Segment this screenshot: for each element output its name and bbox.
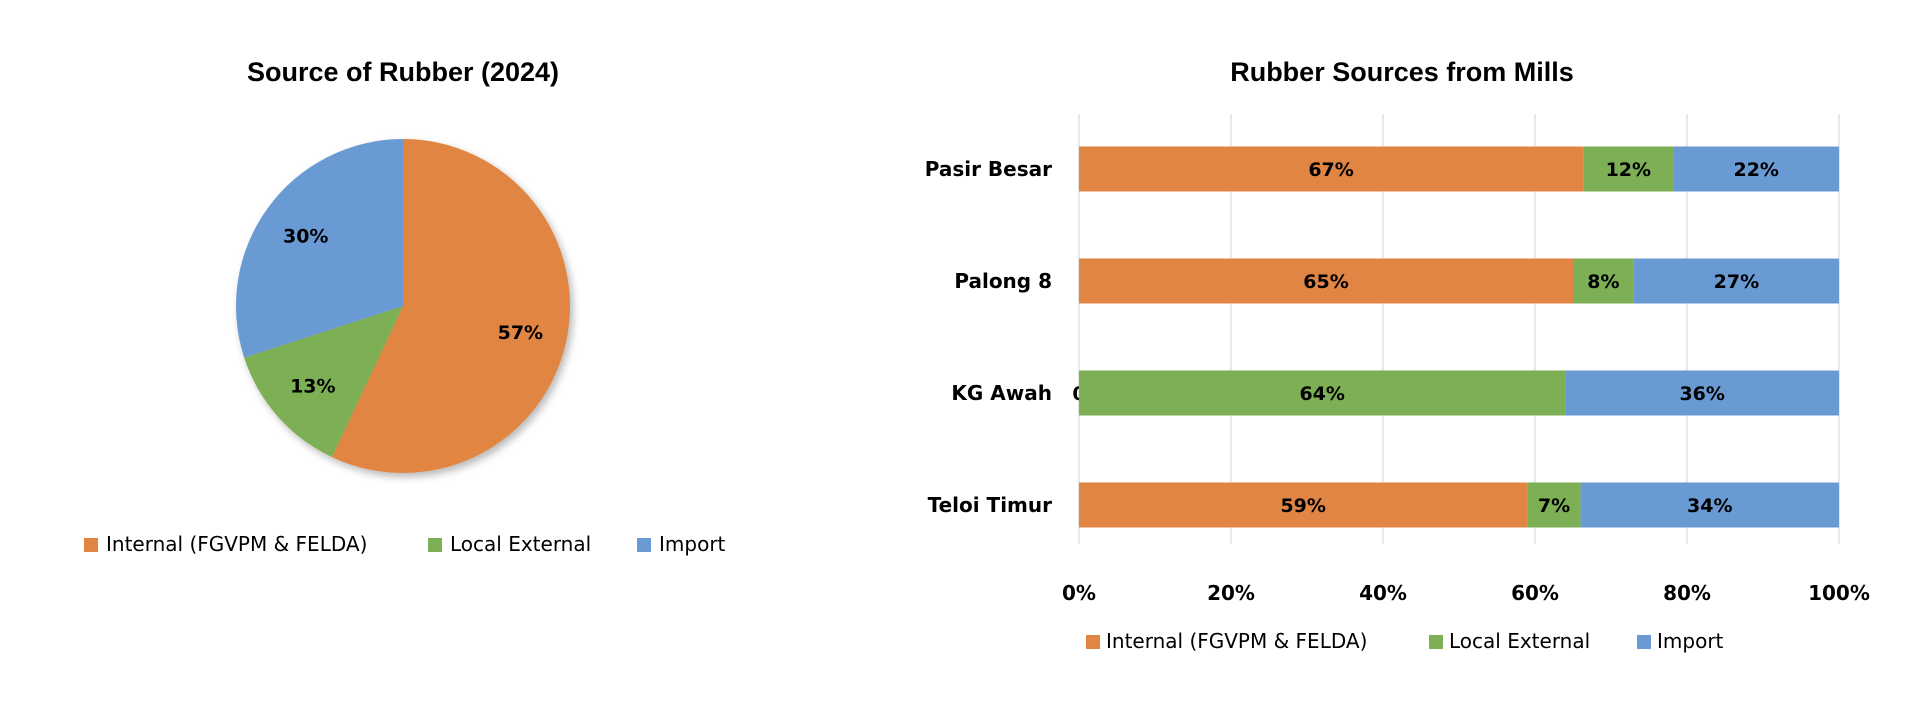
bar-data-label: 12% bbox=[1606, 159, 1651, 181]
bar-segment-pasir-besar-internal-fgvpm-felda bbox=[1079, 146, 1584, 192]
legend-swatch-import bbox=[1637, 635, 1651, 649]
pie-legend: Internal (FGVPM & FELDA) Local External Im… bbox=[84, 532, 726, 556]
pie-value-label: 57% bbox=[498, 322, 543, 344]
bar-data-label: 65% bbox=[1303, 271, 1348, 293]
x-tick-label: 20% bbox=[1207, 581, 1255, 605]
category-label-teloi-timur: Teloi Timur bbox=[928, 493, 1053, 517]
bar-segment-palong-8-local-external bbox=[1573, 258, 1634, 304]
category-label-kg-awah: KG Awah bbox=[951, 381, 1052, 405]
legend-label: Local External bbox=[1449, 629, 1590, 653]
pie-slice-internal-fgvpm-felda bbox=[331, 139, 571, 473]
legend-swatch-local-external bbox=[428, 538, 442, 552]
legend-label: Internal (FGVPM & FELDA) bbox=[1106, 629, 1367, 653]
x-tick-label: 0% bbox=[1062, 581, 1096, 605]
pie-value-labels: 57% 13% 30% bbox=[283, 225, 543, 397]
bar-chart-panel: Rubber Sources from Mills 67% 12% 22% 65% 8%… bbox=[925, 57, 1870, 653]
bar-data-label: 36% bbox=[1679, 383, 1724, 405]
bar-category-labels: Pasir Besar Palong 8 KG Awah Teloi Timur bbox=[925, 157, 1052, 517]
pie-slices bbox=[236, 139, 571, 473]
bar-segment-teloi-timur-internal-fgvpm-felda bbox=[1079, 482, 1528, 528]
bar-segment-kg-awah-local-external bbox=[1079, 370, 1566, 416]
bar-legend: Internal (FGVPM & FELDA) Local External Im… bbox=[1086, 629, 1724, 653]
pie-slice-import bbox=[236, 139, 403, 358]
bar-data-label: 27% bbox=[1714, 271, 1759, 293]
legend-label: Import bbox=[659, 532, 726, 556]
bar-segment-palong-8-internal-fgvpm-felda bbox=[1079, 258, 1573, 304]
bar-segment-teloi-timur-local-external bbox=[1527, 482, 1581, 528]
bar-chart-title: Rubber Sources from Mills bbox=[1230, 57, 1574, 87]
x-tick-label: 40% bbox=[1359, 581, 1407, 605]
bar-segment-palong-8-import bbox=[1633, 258, 1839, 304]
legend-label: Local External bbox=[450, 532, 591, 556]
legend-swatch-local-external bbox=[1429, 635, 1443, 649]
bar-x-tick-labels: 0% 20% 40% 60% 80% 100% bbox=[1062, 581, 1870, 605]
pie-chart-title: Source of Rubber (2024) bbox=[247, 57, 559, 87]
legend-swatch-import bbox=[637, 538, 651, 552]
pie-value-label: 13% bbox=[290, 376, 335, 398]
bar-data-label: 64% bbox=[1299, 383, 1344, 405]
legend-label: Import bbox=[1657, 629, 1724, 653]
bar-segment-kg-awah-import bbox=[1565, 370, 1839, 416]
x-tick-label: 100% bbox=[1808, 581, 1870, 605]
category-label-palong-8: Palong 8 bbox=[954, 269, 1052, 293]
pie-value-label: 30% bbox=[283, 225, 328, 247]
bar-segment-pasir-besar-local-external bbox=[1583, 146, 1674, 192]
legend-swatch-internal-fgvpm-felda bbox=[1086, 635, 1100, 649]
pie-slice-local-external bbox=[244, 306, 403, 458]
bar-segment-teloi-timur-import bbox=[1580, 482, 1839, 528]
bar-data-label: 67% bbox=[1308, 159, 1353, 181]
bar-data-label: 7% bbox=[1538, 495, 1570, 517]
category-label-pasir-besar: Pasir Besar bbox=[925, 157, 1052, 181]
x-tick-label: 80% bbox=[1663, 581, 1711, 605]
bar-data-label: 22% bbox=[1733, 159, 1778, 181]
x-tick-label: 60% bbox=[1511, 581, 1559, 605]
bar-data-label: 8% bbox=[1587, 271, 1619, 293]
legend-label: Internal (FGVPM & FELDA) bbox=[106, 532, 367, 556]
bar-data-label: 59% bbox=[1280, 495, 1325, 517]
bar-data-label: 34% bbox=[1687, 495, 1732, 517]
bar-segments: 67%12%22%65%8%27%064%36%59%7%34% bbox=[1072, 146, 1839, 528]
bar-segment-pasir-besar-import bbox=[1673, 146, 1839, 192]
legend-swatch-internal-fgvpm-felda bbox=[84, 538, 98, 552]
pie-chart-panel: Source of Rubber (2024) 57% 13% 30% Intern… bbox=[84, 57, 726, 556]
